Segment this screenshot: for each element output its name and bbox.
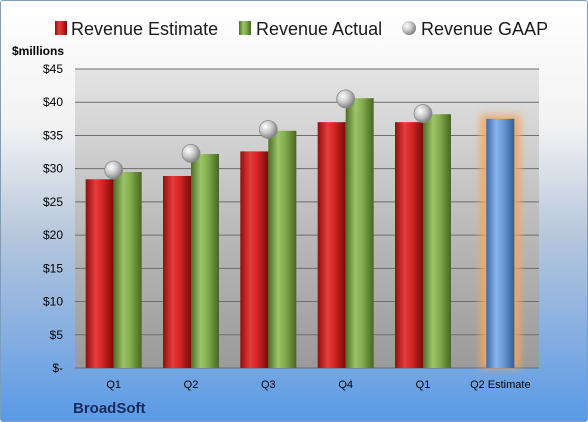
legend-swatch-revenue-actual bbox=[239, 21, 251, 35]
bar-revenue-actual bbox=[113, 171, 142, 368]
y-tick-label: $20 bbox=[43, 228, 63, 242]
company-label: BroadSoft bbox=[73, 400, 146, 417]
gaap-markers bbox=[104, 89, 433, 180]
x-tick-label: Q3 bbox=[261, 379, 276, 391]
bar-revenue-estimate bbox=[85, 179, 114, 368]
y-axis-label: $millions bbox=[12, 44, 64, 58]
x-tick-label: Q1 bbox=[416, 379, 431, 391]
legend: Revenue Estimate Revenue Actual Revenue … bbox=[55, 19, 548, 39]
x-axis-ticks: Q1 Q2 Q3 Q4 Q1 Q2 Estimate bbox=[106, 379, 530, 391]
y-tick-label: $10 bbox=[43, 295, 63, 309]
x-tick-label: Q4 bbox=[338, 379, 353, 391]
y-tick-label: $25 bbox=[43, 195, 63, 209]
bar-revenue-actual bbox=[345, 98, 374, 368]
bar-revenue-estimate bbox=[317, 122, 346, 369]
marker-revenue-gaap bbox=[181, 143, 201, 163]
plot-area bbox=[75, 69, 539, 368]
bar-revenue-actual bbox=[268, 130, 297, 368]
legend-label-revenue-actual: Revenue Actual bbox=[256, 19, 382, 39]
bar-revenue-estimate bbox=[240, 151, 269, 368]
y-tick-label: $5 bbox=[50, 328, 64, 342]
y-tick-label: $35 bbox=[43, 128, 63, 142]
bar-estimate-highlighted bbox=[486, 118, 515, 368]
marker-revenue-gaap bbox=[104, 160, 124, 180]
gridlines bbox=[75, 68, 539, 369]
y-tick-label: $- bbox=[52, 361, 63, 375]
y-axis-ticks: $- $5 $10 $15 $20 $25 $30 $35 $40 $45 bbox=[43, 62, 63, 375]
legend-marker-revenue-gaap bbox=[402, 21, 416, 35]
marker-revenue-gaap bbox=[413, 104, 433, 123]
legend-label-revenue-gaap: Revenue GAAP bbox=[421, 19, 548, 39]
marker-revenue-gaap bbox=[258, 120, 278, 139]
legend-swatch-revenue-estimate bbox=[55, 21, 67, 35]
y-tick-label: $15 bbox=[43, 261, 63, 275]
bar-revenue-actual bbox=[191, 154, 219, 368]
x-tick-label: Q2 bbox=[184, 379, 199, 391]
y-tick-label: $40 bbox=[43, 95, 63, 109]
bar-revenue-estimate bbox=[163, 175, 191, 368]
bars bbox=[85, 98, 515, 369]
x-tick-label: Q2 Estimate bbox=[470, 379, 531, 391]
bar-revenue-actual bbox=[423, 114, 451, 368]
legend-label-revenue-estimate: Revenue Estimate bbox=[71, 19, 218, 39]
marker-revenue-gaap bbox=[336, 89, 356, 109]
y-tick-label: $30 bbox=[43, 162, 63, 176]
x-tick-label: Q1 bbox=[106, 379, 121, 391]
bar-revenue-estimate bbox=[395, 122, 423, 369]
y-tick-label: $45 bbox=[43, 62, 63, 76]
